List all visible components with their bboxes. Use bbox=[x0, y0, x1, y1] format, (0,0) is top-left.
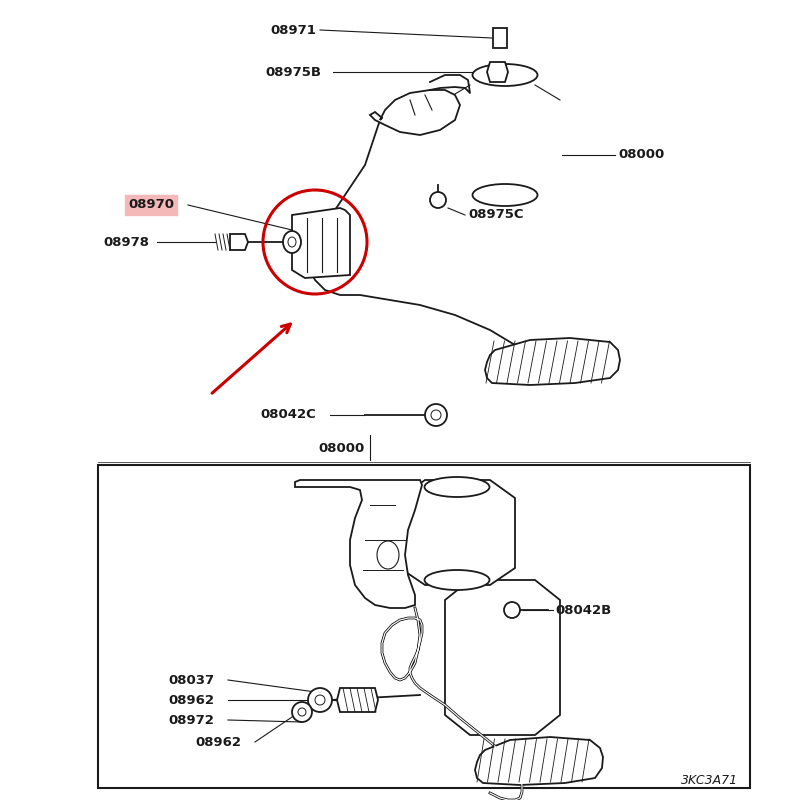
Ellipse shape bbox=[377, 541, 399, 569]
Text: 08978: 08978 bbox=[103, 235, 149, 249]
Ellipse shape bbox=[473, 184, 538, 206]
Polygon shape bbox=[230, 234, 248, 250]
Ellipse shape bbox=[288, 237, 296, 247]
Text: 08042B: 08042B bbox=[555, 603, 611, 617]
Text: 08000: 08000 bbox=[318, 442, 364, 454]
Polygon shape bbox=[475, 737, 603, 785]
Text: 08037: 08037 bbox=[168, 674, 214, 686]
Polygon shape bbox=[493, 28, 507, 48]
Circle shape bbox=[315, 695, 325, 705]
Text: 3KC3A71: 3KC3A71 bbox=[681, 774, 738, 786]
Circle shape bbox=[425, 404, 447, 426]
Text: 08000: 08000 bbox=[618, 149, 664, 162]
Text: 08962: 08962 bbox=[195, 735, 241, 749]
Polygon shape bbox=[370, 90, 460, 135]
Ellipse shape bbox=[425, 570, 490, 590]
Ellipse shape bbox=[425, 477, 490, 497]
Polygon shape bbox=[445, 580, 560, 735]
Polygon shape bbox=[292, 208, 350, 278]
Polygon shape bbox=[337, 688, 378, 712]
Circle shape bbox=[431, 410, 441, 420]
Text: 08962: 08962 bbox=[168, 694, 214, 706]
Ellipse shape bbox=[473, 64, 538, 86]
Circle shape bbox=[298, 708, 306, 716]
Polygon shape bbox=[295, 480, 422, 608]
Text: 08042C: 08042C bbox=[260, 409, 316, 422]
Polygon shape bbox=[487, 62, 508, 82]
Text: 08970: 08970 bbox=[128, 198, 174, 211]
Circle shape bbox=[504, 602, 520, 618]
Polygon shape bbox=[485, 338, 620, 385]
Circle shape bbox=[292, 702, 312, 722]
Circle shape bbox=[430, 192, 446, 208]
Text: 08975B: 08975B bbox=[265, 66, 321, 78]
Ellipse shape bbox=[283, 231, 301, 253]
Text: 08971: 08971 bbox=[270, 23, 316, 37]
Circle shape bbox=[308, 688, 332, 712]
Text: 08972: 08972 bbox=[168, 714, 214, 726]
Text: 08975C: 08975C bbox=[468, 209, 523, 222]
Polygon shape bbox=[400, 480, 515, 585]
Polygon shape bbox=[98, 465, 750, 788]
